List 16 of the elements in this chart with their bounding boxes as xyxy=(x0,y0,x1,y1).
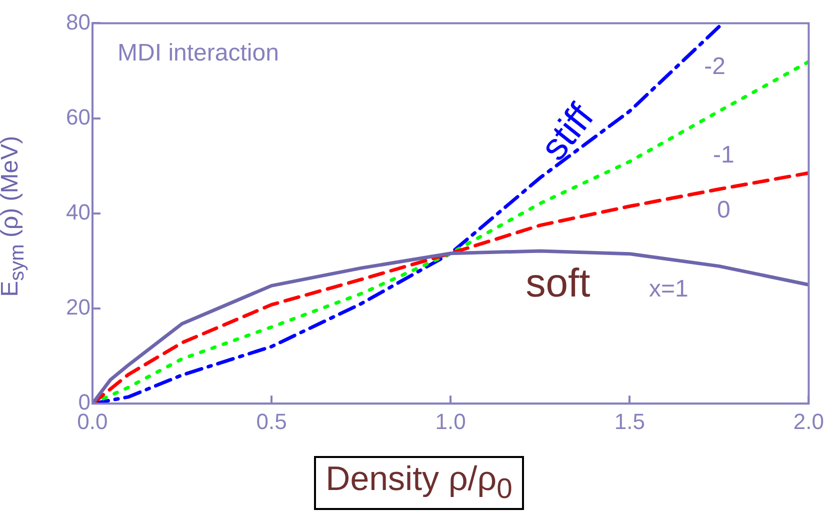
annotation: soft xyxy=(526,262,590,306)
annotation: stiff xyxy=(532,96,602,169)
series-label: -1 xyxy=(713,141,734,168)
x-axis-title: Density ρ/ρ$_{0}$ xyxy=(314,456,524,510)
y-tick-label: 60 xyxy=(66,104,90,130)
annotation: MDI interaction xyxy=(118,39,279,66)
x-tick-label: 1.5 xyxy=(614,408,645,434)
y-tick-label: 20 xyxy=(66,294,90,320)
y-tick-label: 80 xyxy=(66,9,90,34)
x-tick-label: 2.0 xyxy=(793,408,824,434)
series-label: 0 xyxy=(717,196,730,224)
x-tick-label: 1.0 xyxy=(435,408,466,434)
x-tick-label: 0.5 xyxy=(256,408,287,434)
y-tick-label: 40 xyxy=(66,199,90,224)
series-label: x=1 xyxy=(649,275,688,302)
series-label: -2 xyxy=(704,52,726,80)
